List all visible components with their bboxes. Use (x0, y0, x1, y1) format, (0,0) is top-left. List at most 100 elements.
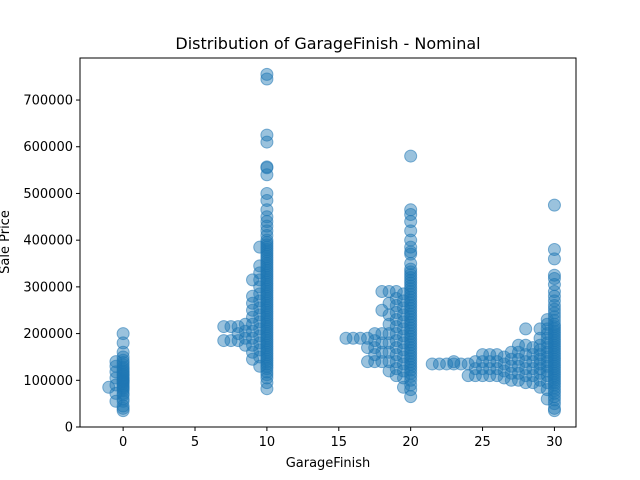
data-point (361, 355, 375, 369)
data-point (440, 357, 454, 371)
data-point (504, 359, 518, 373)
data-point (396, 343, 410, 357)
data-point (468, 355, 482, 369)
data-point (253, 343, 267, 357)
data-point (547, 285, 561, 299)
data-point (253, 315, 267, 329)
data-point (533, 380, 547, 394)
x-tick-label: 10 (259, 435, 276, 450)
data-point (260, 224, 274, 238)
data-point (547, 268, 561, 282)
data-point (361, 331, 375, 345)
data-point (260, 128, 274, 142)
data-point (382, 336, 396, 350)
data-point (238, 338, 252, 352)
data-point (368, 341, 382, 355)
data-point (540, 322, 554, 336)
data-point (404, 224, 418, 238)
data-point (116, 350, 130, 364)
data-point (404, 240, 418, 254)
data-point (396, 294, 410, 308)
data-point (432, 357, 446, 371)
data-point (404, 203, 418, 217)
data-point (260, 135, 274, 149)
data-point (396, 329, 410, 343)
data-point (246, 289, 260, 303)
plot-frame (79, 57, 577, 428)
data-point (116, 336, 130, 350)
data-point (224, 320, 238, 334)
x-tick-label: 25 (474, 435, 491, 450)
data-point (353, 331, 367, 345)
data-point (238, 317, 252, 331)
data-point (382, 327, 396, 341)
data-point (425, 357, 439, 371)
data-point (519, 369, 533, 383)
data-point (396, 308, 410, 322)
data-point (224, 334, 238, 348)
data-point (389, 355, 403, 369)
data-point (246, 303, 260, 317)
data-point (253, 294, 267, 308)
data-point (389, 285, 403, 299)
data-point (253, 273, 267, 287)
x-tick-label: 30 (546, 435, 563, 450)
data-point (260, 186, 274, 200)
x-tick-label: 0 (119, 435, 127, 450)
x-axis: 0 5 10 15 20 25 30 (119, 427, 563, 450)
data-point (547, 252, 561, 266)
data-point (396, 364, 410, 378)
data-point (253, 301, 267, 315)
y-tick-label: 400000 (23, 234, 73, 249)
data-point (382, 285, 396, 299)
data-point (382, 317, 396, 331)
data-point (396, 357, 410, 371)
data-point (504, 373, 518, 387)
y-tick-label: 600000 (23, 140, 73, 155)
x-tick-label: 15 (331, 435, 348, 450)
y-tick-label: 200000 (23, 327, 73, 342)
data-point (519, 355, 533, 369)
data-point (519, 348, 533, 362)
data-point (368, 355, 382, 369)
data-point (253, 287, 267, 301)
data-point (396, 350, 410, 364)
data-point (217, 334, 231, 348)
data-point (533, 366, 547, 380)
data-point (497, 371, 511, 385)
data-point (519, 322, 533, 336)
data-point (497, 357, 511, 371)
data-point (260, 228, 274, 242)
data-point (396, 380, 410, 394)
data-point (533, 352, 547, 366)
data-point (116, 399, 130, 413)
data-point (109, 378, 123, 392)
data-point (217, 320, 231, 334)
data-point (547, 271, 561, 285)
data-point (361, 341, 375, 355)
data-point (389, 369, 403, 383)
y-tick-label: 0 (65, 421, 73, 436)
data-point (260, 67, 274, 81)
y-tick-label: 100000 (23, 374, 73, 389)
data-point (260, 193, 274, 207)
data-point (533, 338, 547, 352)
data-point (547, 294, 561, 308)
data-point (253, 322, 267, 336)
data-point (540, 392, 554, 406)
data-point (375, 345, 389, 359)
data-point (260, 72, 274, 86)
data-point (396, 287, 410, 301)
data-point (382, 355, 396, 369)
data-point (253, 350, 267, 364)
data-point (504, 345, 518, 359)
data-point (547, 317, 561, 331)
data-point (375, 303, 389, 317)
data-point (231, 334, 245, 348)
data-point (238, 324, 252, 338)
data-point (246, 352, 260, 366)
data-point (547, 397, 561, 411)
data-point (389, 306, 403, 320)
data-points (102, 67, 561, 418)
